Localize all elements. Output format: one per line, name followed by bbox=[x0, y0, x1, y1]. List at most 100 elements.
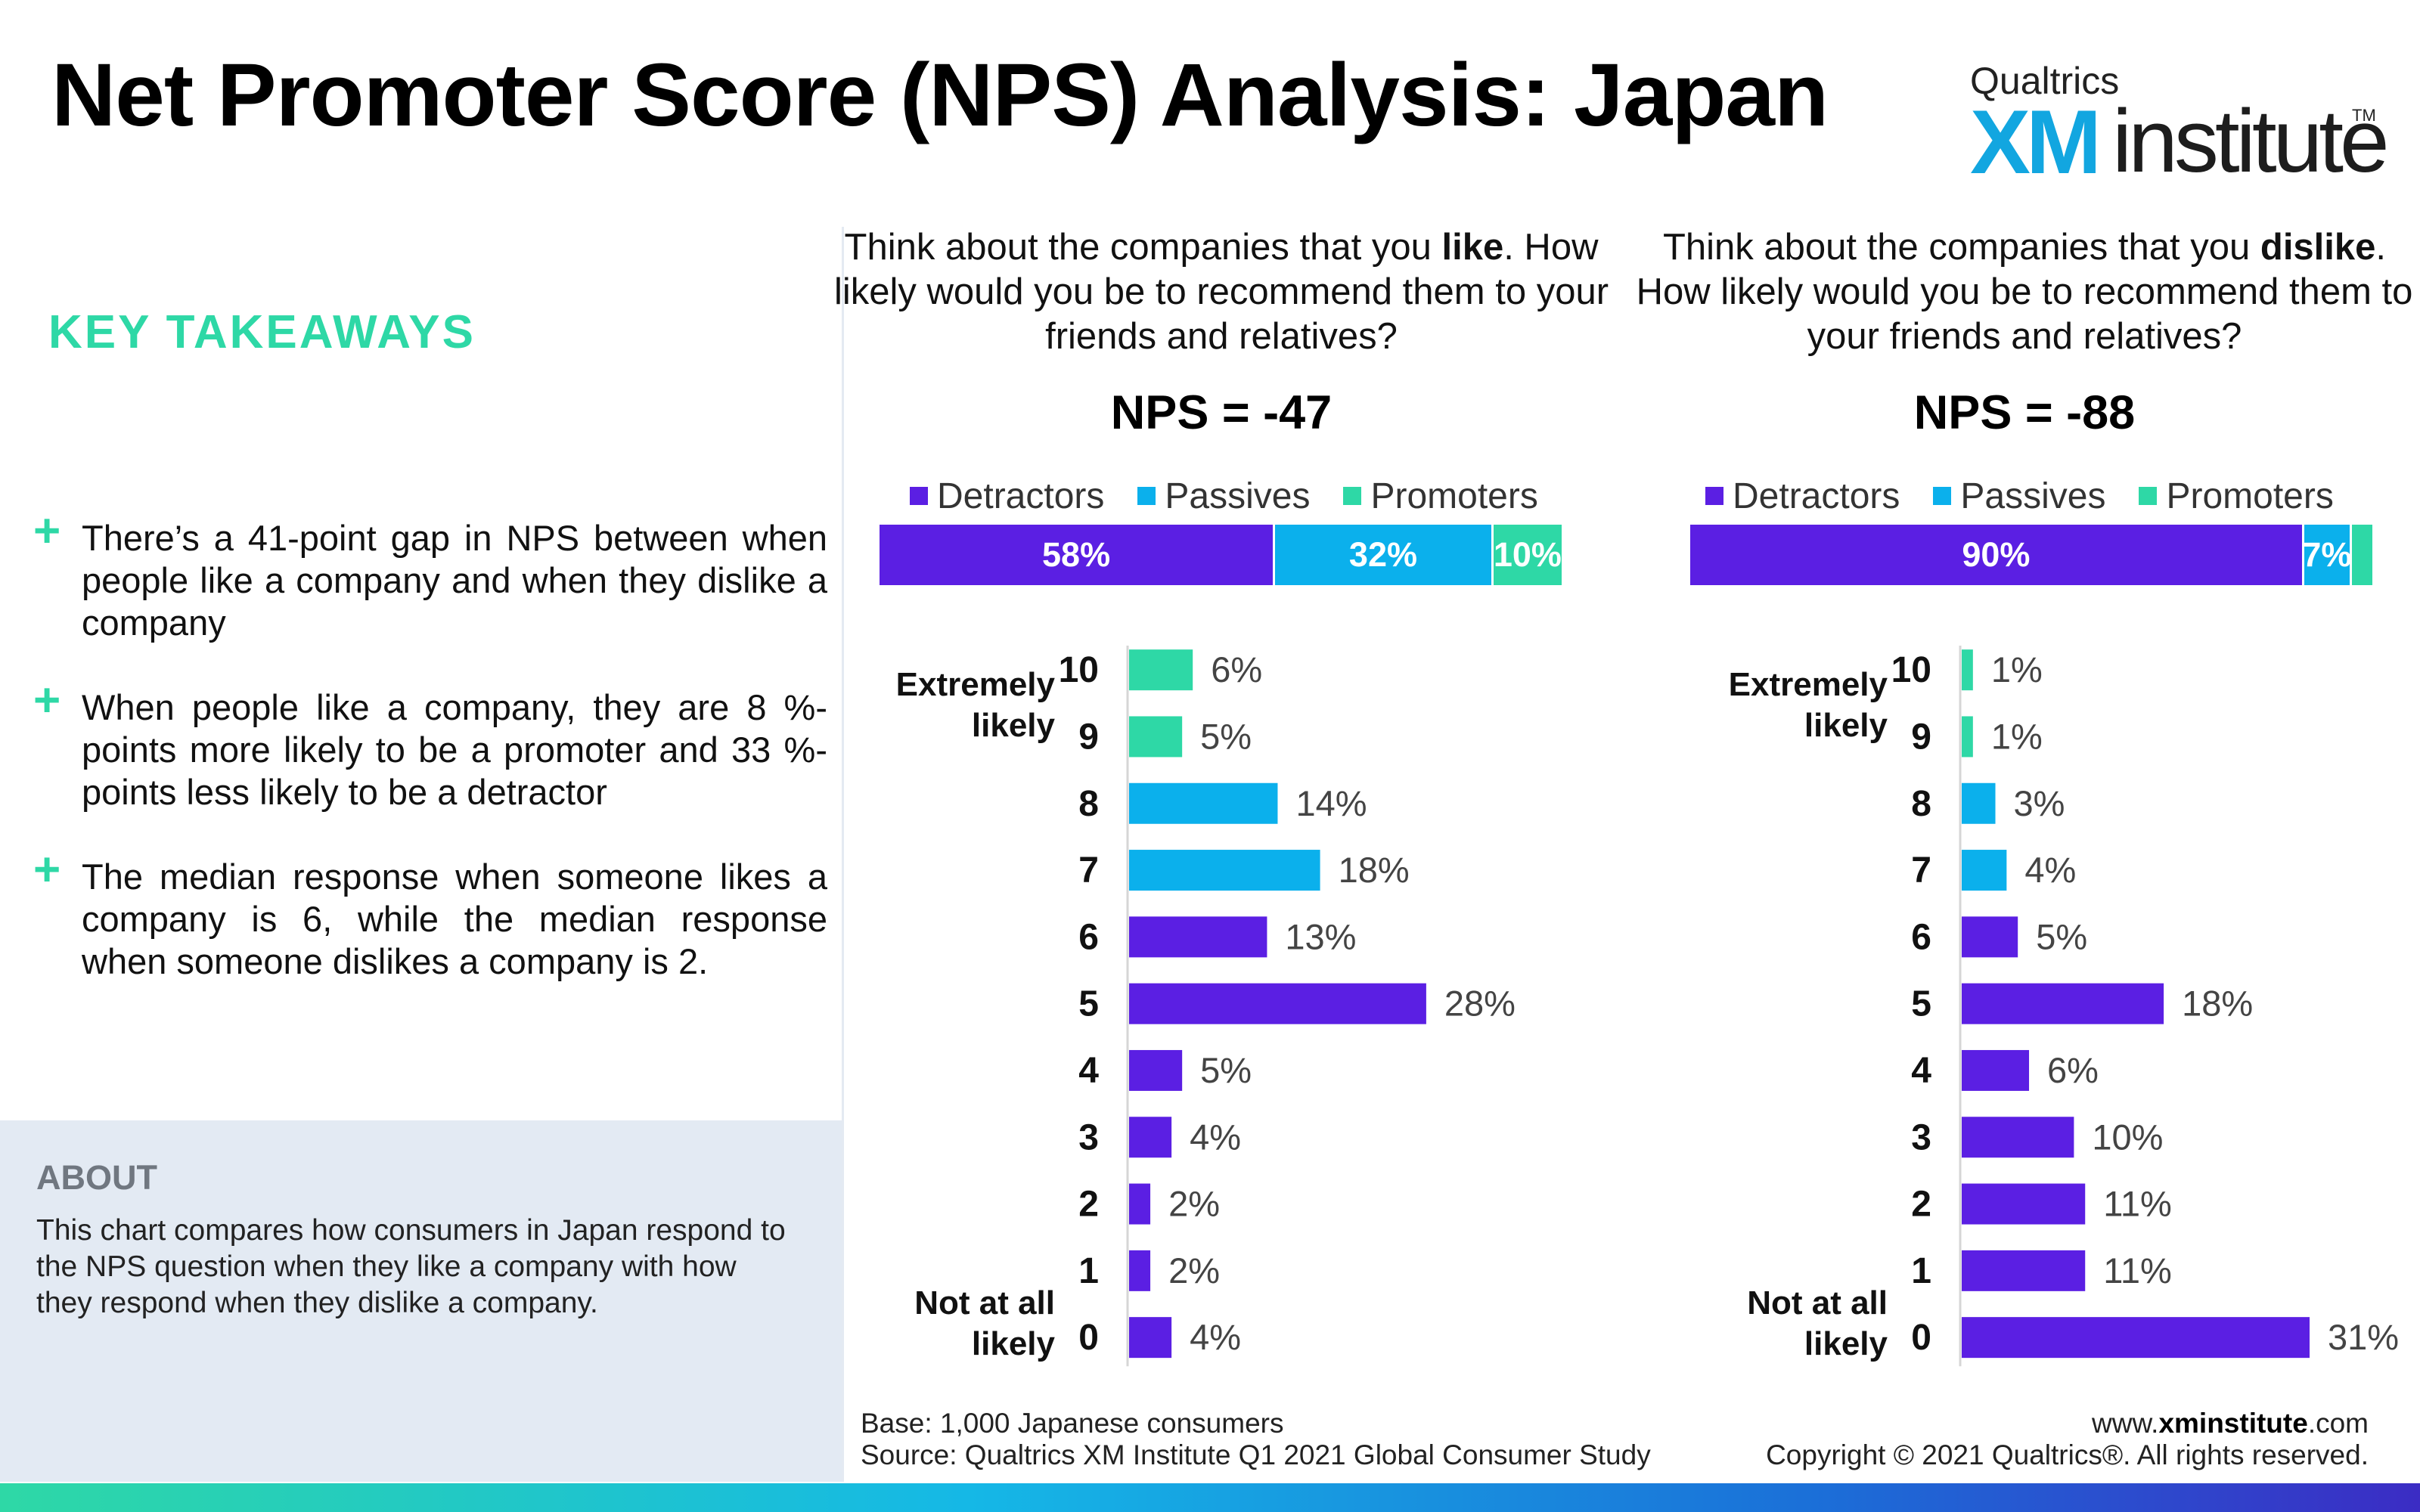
nps-stacked-bar: 90% 7% bbox=[1690, 525, 2372, 585]
score-bar bbox=[1129, 1250, 1151, 1291]
footer-copyright: www.xminstitute.com Copyright © 2021 Qua… bbox=[1766, 1408, 2369, 1471]
about-heading: ABOUT bbox=[36, 1158, 157, 1197]
score-bar bbox=[1962, 983, 2164, 1024]
logo-xm: XM bbox=[1970, 91, 2102, 193]
score-tick-label: 2 bbox=[1911, 1185, 1931, 1225]
url-bold: xminstitute bbox=[2158, 1408, 2308, 1439]
chart-legend: Detractors Passives Promoters bbox=[910, 473, 1538, 519]
score-value-label: 4% bbox=[1190, 1317, 1241, 1357]
score-value-label: 13% bbox=[1285, 916, 1356, 956]
question-like: Think about the companies that you like.… bbox=[821, 225, 1622, 359]
score-tick-label: 9 bbox=[1911, 717, 1931, 757]
score-tick-label: 7 bbox=[1911, 850, 1931, 891]
score-tick-label: 3 bbox=[1078, 1117, 1099, 1157]
scale-top-label: Extremely bbox=[896, 666, 1056, 703]
question-text: Think about the companies that you bbox=[844, 227, 1442, 268]
score-tick-label: 9 bbox=[1078, 717, 1099, 757]
scale-bottom-label: Not at all bbox=[914, 1284, 1055, 1321]
legend-detractors: Detractors bbox=[910, 473, 1104, 519]
score-bar bbox=[1962, 1049, 2030, 1091]
legend-swatch bbox=[1343, 487, 1362, 505]
score-tick-label: 8 bbox=[1911, 784, 1931, 824]
takeaway-text: There’s a 41-point gap in NPS between wh… bbox=[82, 518, 827, 643]
score-tick-label: 2 bbox=[1078, 1185, 1099, 1225]
score-tick-label: 0 bbox=[1078, 1318, 1099, 1358]
score-tick-label: 8 bbox=[1078, 784, 1099, 824]
legend-promoters: Promoters bbox=[2139, 473, 2334, 519]
question-text: Think about the companies that you bbox=[1662, 227, 2260, 268]
score-value-label: 2% bbox=[1168, 1250, 1220, 1290]
score-bar bbox=[1129, 1317, 1172, 1359]
score-tick-label: 6 bbox=[1911, 917, 1931, 957]
stack-segment-detractors: 58% bbox=[880, 525, 1276, 585]
stack-segment-passives: 32% bbox=[1275, 525, 1494, 585]
score-bar bbox=[1129, 649, 1193, 691]
score-distribution-chart: 10 6% 9 5% 8 14% 7 18% 6 13% 5 28% 4 5% 3 4% 2 2% 1 2% 0 4% Ex… bbox=[896, 646, 1516, 1367]
score-distribution-chart: 10 1% 9 1% 8 3% 7 4% 6 5% 5 18% 4 6% 3 10% 2 11% 1 11% 0 31% E… bbox=[1729, 646, 2399, 1367]
score-tick-label: 0 bbox=[1911, 1318, 1931, 1358]
score-tick-label: 5 bbox=[1078, 984, 1099, 1024]
score-bar bbox=[1129, 850, 1320, 891]
score-value-label: 2% bbox=[1168, 1184, 1220, 1224]
score-bar bbox=[1962, 916, 2018, 958]
score-bar bbox=[1962, 782, 1996, 824]
scale-top-label: Extremely bbox=[1729, 666, 1888, 703]
legend-label: Passives bbox=[1165, 476, 1311, 516]
score-bar bbox=[1962, 1183, 2086, 1225]
score-tick-label: 10 bbox=[1059, 650, 1099, 690]
score-value-label: 11% bbox=[2103, 1184, 2172, 1224]
question-dislike: Think about the companies that you disli… bbox=[1624, 225, 2420, 359]
nps-score: NPS = -47 bbox=[1110, 386, 1333, 439]
website-link[interactable]: www.xminstitute.com bbox=[1766, 1408, 2369, 1439]
score-value-label: 28% bbox=[1444, 984, 1516, 1024]
brand-gradient-bar bbox=[0, 1483, 2420, 1512]
score-bar bbox=[1129, 1183, 1151, 1225]
takeaway-text: When people like a company, they are 8 %… bbox=[82, 687, 827, 812]
score-value-label: 4% bbox=[1190, 1117, 1241, 1157]
score-tick-label: 4 bbox=[1078, 1051, 1099, 1091]
score-bar bbox=[1962, 1317, 2310, 1359]
score-value-label: 10% bbox=[2092, 1117, 2163, 1157]
score-bar bbox=[1129, 716, 1183, 758]
url-suffix: .com bbox=[2307, 1408, 2369, 1439]
legend-detractors: Detractors bbox=[1705, 473, 1900, 519]
nps-score: NPS = -88 bbox=[1913, 386, 2136, 439]
stack-segment-promoters bbox=[2351, 525, 2372, 585]
score-tick-label: 5 bbox=[1911, 984, 1931, 1024]
score-tick-label: 6 bbox=[1078, 917, 1099, 957]
legend-swatch bbox=[910, 487, 928, 505]
score-value-label: 5% bbox=[1200, 1050, 1252, 1090]
page-title: Net Promoter Score (NPS) Analysis: Japan bbox=[51, 45, 1829, 145]
legend-label: Detractors bbox=[1733, 476, 1900, 516]
plus-icon: + bbox=[33, 844, 61, 896]
stack-segment-passives: 7% bbox=[2304, 525, 2352, 585]
url-prefix: www. bbox=[2092, 1408, 2159, 1439]
stack-segment-promoters: 10% bbox=[1493, 525, 1562, 585]
scale-top-label: likely bbox=[1804, 707, 1888, 744]
score-tick-label: 10 bbox=[1891, 650, 1931, 690]
score-tick-label: 1 bbox=[1911, 1251, 1931, 1291]
legend-passives: Passives bbox=[1137, 473, 1310, 519]
scale-bottom-label: Not at all bbox=[1747, 1284, 1888, 1321]
plus-icon: + bbox=[33, 505, 61, 557]
score-value-label: 4% bbox=[2024, 850, 2076, 890]
nps-stacked-bar: 58% 32% 10% bbox=[880, 525, 1562, 585]
copyright-text: Copyright © 2021 Qualtrics®. All rights … bbox=[1766, 1439, 2369, 1470]
score-bar bbox=[1129, 782, 1278, 824]
plus-icon: + bbox=[33, 674, 61, 727]
chart-legend: Detractors Passives Promoters bbox=[1705, 473, 2334, 519]
score-value-label: 5% bbox=[2036, 916, 2087, 956]
legend-label: Detractors bbox=[937, 476, 1105, 516]
legend-label: Promoters bbox=[2166, 476, 2334, 516]
score-value-label: 18% bbox=[2182, 984, 2253, 1024]
legend-promoters: Promoters bbox=[1343, 473, 1538, 519]
score-value-label: 5% bbox=[1200, 716, 1252, 756]
score-bar bbox=[1129, 1049, 1183, 1091]
score-value-label: 3% bbox=[2014, 783, 2065, 823]
score-bar bbox=[1129, 1117, 1172, 1158]
qualtrics-xm-institute-logo: Qualtrics XM institute TM bbox=[1970, 59, 2390, 193]
legend-swatch bbox=[1705, 487, 1723, 505]
score-bar bbox=[1129, 983, 1426, 1024]
score-bar bbox=[1962, 850, 2007, 891]
score-bar bbox=[1129, 916, 1267, 958]
